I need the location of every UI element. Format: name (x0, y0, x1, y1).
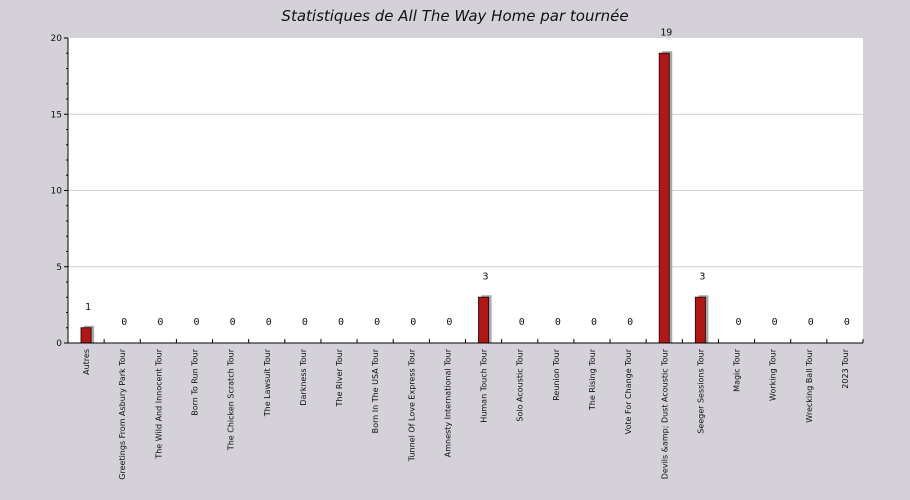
data-label: 0 (302, 317, 308, 328)
data-label: 0 (193, 317, 199, 328)
bar (658, 52, 670, 344)
y-tick-label: 0 (56, 339, 62, 349)
data-label: 1 (85, 302, 91, 313)
data-label: 3 (699, 271, 705, 282)
data-label: 0 (591, 317, 597, 328)
x-tick-labels: Autres Greetings From Asbury Park Tour The… (82, 348, 850, 479)
bar (478, 296, 490, 344)
data-label: 0 (266, 317, 272, 328)
x-tick-label: Devils &amp; Dust Acoustic Tour (660, 348, 669, 479)
data-label: 0 (772, 317, 778, 328)
gridlines (68, 113, 863, 268)
axes (64, 37, 864, 344)
y-tick-labels: 0 5 10 15 20 (51, 34, 63, 349)
x-tick-label: Wrecking Ball Tour (805, 348, 814, 422)
x-tick-label: Darkness Tour (299, 348, 308, 405)
y-tick-label: 10 (51, 187, 63, 197)
data-label: 0 (627, 317, 633, 328)
data-label: 0 (338, 317, 344, 328)
x-tick-label: Reunion Tour (552, 348, 561, 400)
x-tick-label: 2023 Tour (841, 348, 850, 388)
data-label: 3 (483, 271, 489, 282)
data-label: 0 (844, 317, 850, 328)
data-label: 0 (410, 317, 416, 328)
chart-title: Statistiques de All The Way Home par tou… (281, 7, 628, 25)
y-tick-label: 15 (51, 110, 62, 120)
x-tick-label: Human Touch Tour (480, 348, 489, 422)
y-tick-label: 20 (51, 34, 63, 44)
x-tick-label: The River Tour (335, 348, 344, 407)
data-label: 0 (808, 317, 814, 328)
x-tick-label: Magic Tour (733, 348, 742, 392)
x-tick-label: Solo Acoustic Tour (516, 348, 525, 421)
x-tick-label: Seeger Sessions Tour (696, 348, 705, 433)
data-label: 0 (736, 317, 742, 328)
bar (80, 327, 92, 344)
x-tick-label: Working Tour (769, 348, 778, 401)
data-label: 0 (555, 317, 561, 328)
x-tick-label: Greetings From Asbury Park Tour (118, 348, 127, 479)
data-label: 0 (230, 317, 236, 328)
x-tick-label: Amnesty International Tour (443, 348, 452, 457)
x-tick-label: Born In The USA Tour (371, 348, 380, 433)
x-tick-label: The Wild And Innocent Tour (154, 348, 163, 459)
data-label: 0 (446, 317, 452, 328)
data-labels: 1 0 0 0 0 0 0 0 0 0 0 3 0 0 0 0 19 3 0 0 0 0 (85, 27, 850, 328)
data-label: 0 (121, 317, 127, 328)
x-tick-label: Tunnel Of Love Express Tour (407, 348, 416, 462)
data-label: 0 (374, 317, 380, 328)
x-tick-label: Autres (82, 349, 91, 375)
x-tick-label: The Chicken Scratch Tour (227, 348, 236, 451)
data-label: 0 (519, 317, 525, 328)
bar (694, 296, 706, 344)
data-label: 0 (157, 317, 163, 328)
data-label: 19 (660, 27, 672, 38)
y-tick-label: 5 (56, 263, 62, 273)
x-tick-label: The Rising Tour (588, 348, 597, 411)
x-tick-label: Born To Run Tour (190, 348, 199, 415)
x-tick-label: The Lawsuit Tour (263, 348, 272, 417)
x-tick-label: Vote For Change Tour (624, 348, 633, 434)
